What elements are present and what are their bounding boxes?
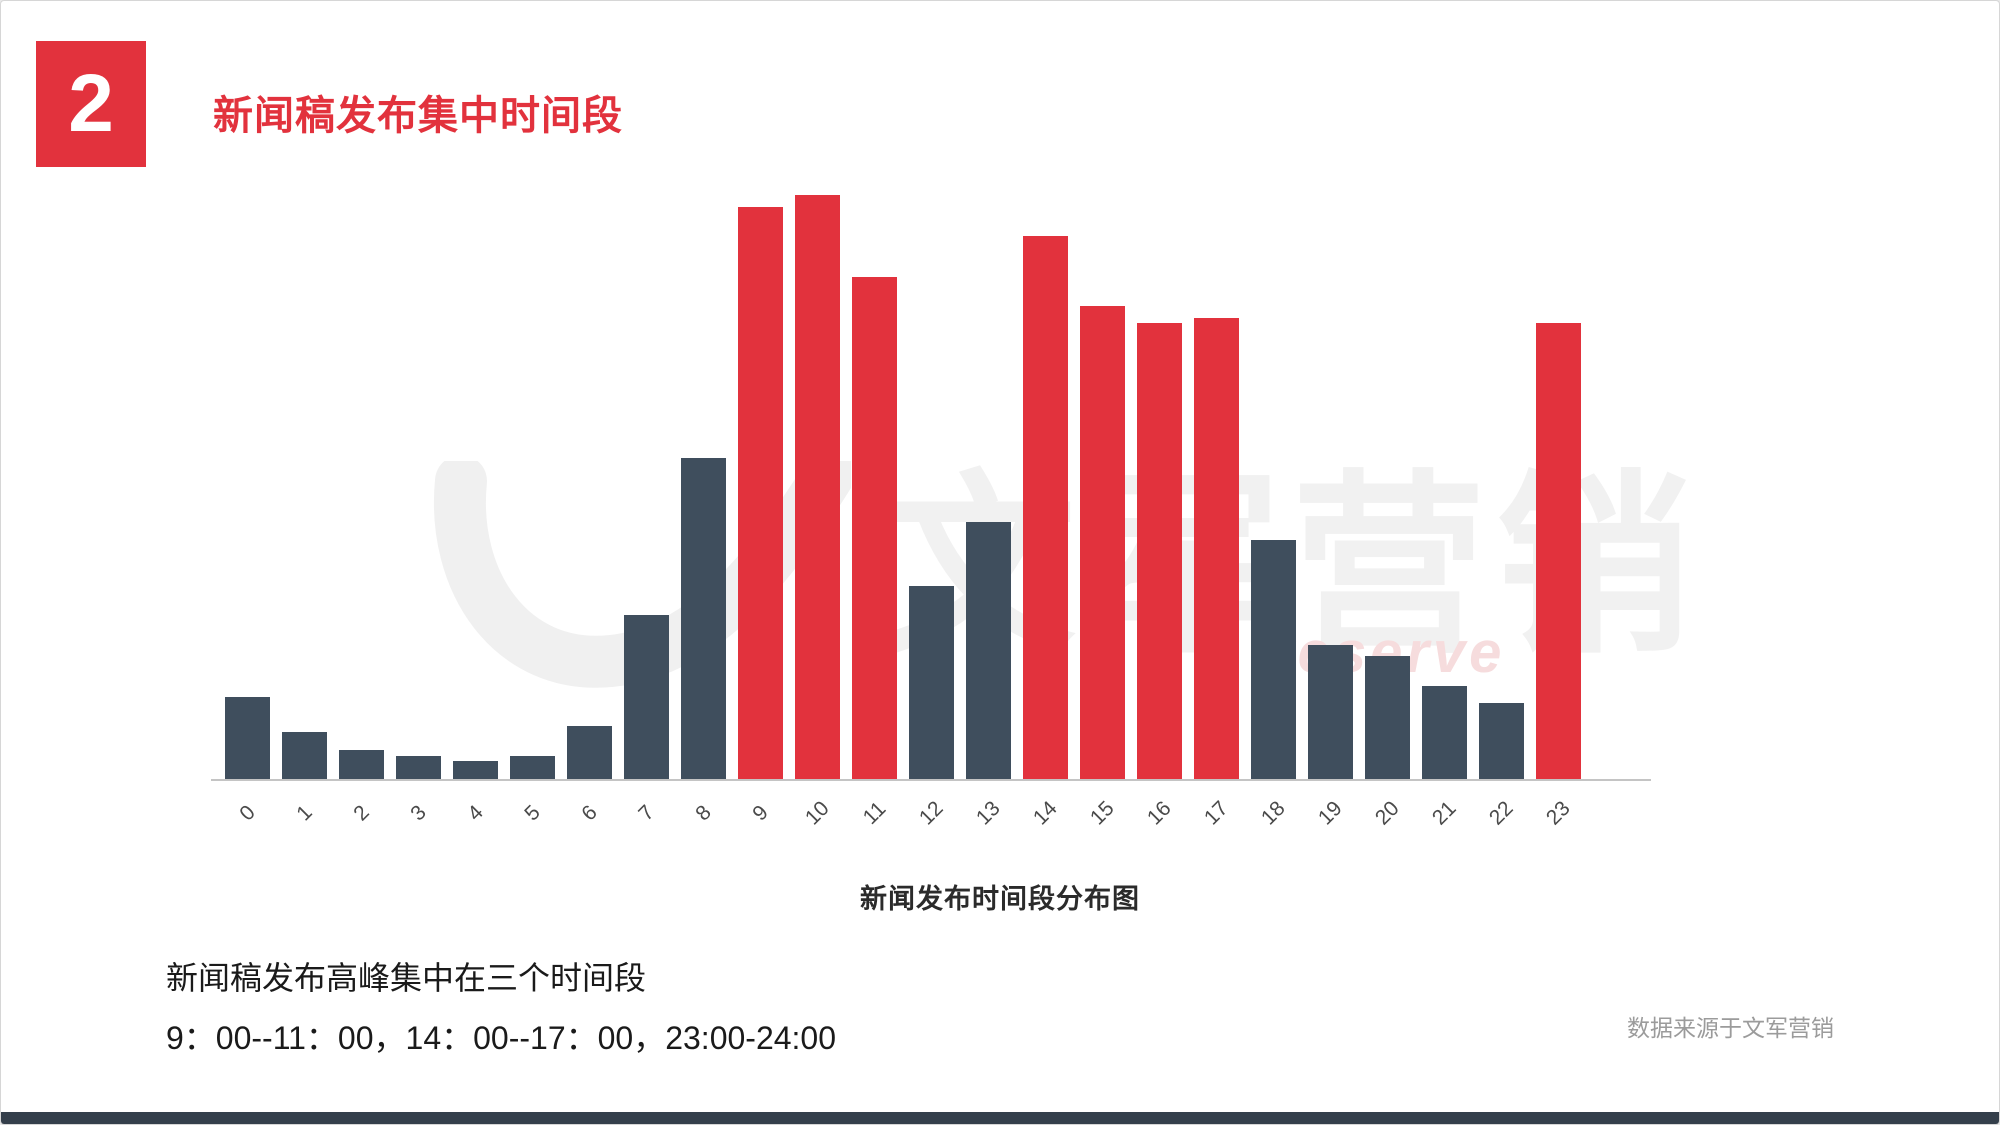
x-axis-tick-7: 7 — [633, 800, 659, 826]
bar-hour-15 — [1080, 306, 1125, 779]
bar-hour-14 — [1023, 236, 1068, 779]
x-axis-tick-0: 0 — [234, 800, 260, 826]
x-axis-tick-12: 12 — [914, 796, 948, 830]
x-axis-tick-9: 9 — [747, 800, 773, 826]
bar-hour-10 — [795, 195, 840, 779]
bar-hour-1 — [282, 732, 327, 779]
bar-hour-20 — [1365, 656, 1410, 779]
bars — [225, 195, 1581, 779]
x-axis-tick-19: 19 — [1313, 796, 1347, 830]
bar-hour-23 — [1536, 323, 1581, 779]
note-text-line1: 新闻稿发布高峰集中在三个时间段 — [166, 960, 647, 996]
data-source-text: 数据来源于文军营销 — [1627, 1015, 1834, 1041]
x-axis-tick-16: 16 — [1142, 796, 1176, 830]
footer-strip — [1, 1112, 1999, 1124]
bar-hour-22 — [1479, 703, 1524, 779]
section-number-badge: 2 — [36, 41, 146, 167]
bar-hour-18 — [1251, 540, 1296, 779]
x-axis-tick-3: 3 — [405, 800, 431, 826]
bar-hour-9 — [738, 207, 783, 779]
x-axis-line — [211, 779, 1651, 781]
bar-hour-6 — [567, 726, 612, 779]
bar-hour-21 — [1422, 686, 1467, 779]
x-axis-tick-13: 13 — [971, 796, 1005, 830]
x-axis-tick-15: 15 — [1085, 796, 1119, 830]
x-axis-tick-2: 2 — [348, 800, 374, 826]
x-axis-tick-4: 4 — [462, 800, 488, 826]
x-axis-tick-21: 21 — [1427, 796, 1461, 830]
note-text-line2: 9：00--11：00，14：00--17：00，23:00-24:00 — [166, 1020, 837, 1056]
bar-hour-3 — [396, 756, 441, 779]
bar-hour-0 — [225, 697, 270, 779]
bar-hour-17 — [1194, 318, 1239, 779]
page-title: 新闻稿发布集中时间段 — [213, 94, 623, 138]
x-axis-tick-10: 10 — [800, 796, 834, 830]
x-axis-tick-5: 5 — [519, 800, 545, 826]
x-axis-tick-11: 11 — [858, 797, 890, 829]
x-axis-labels: 0 1 2 3 4 5 6 7 8 9 10 11 12 13 14 15 16 17 18 19 20 21 22 23 — [225, 793, 1581, 830]
bar-hour-16 — [1137, 323, 1182, 779]
x-axis-tick-17: 17 — [1199, 796, 1233, 830]
bar-hour-19 — [1308, 645, 1353, 779]
x-axis-tick-1: 1 — [291, 800, 317, 826]
x-axis-tick-8: 8 — [690, 800, 716, 826]
bar-hour-8 — [681, 458, 726, 779]
bar-hour-7 — [624, 615, 669, 779]
x-axis-tick-20: 20 — [1370, 796, 1404, 830]
bar-hour-12 — [909, 586, 954, 779]
x-axis-tick-6: 6 — [576, 800, 602, 826]
x-axis-tick-14: 14 — [1028, 796, 1062, 830]
x-axis-tick-22: 22 — [1484, 796, 1518, 830]
bar-hour-5 — [510, 756, 555, 779]
chart-caption: 新闻发布时间段分布图 — [860, 884, 1140, 914]
bar-hour-13 — [966, 522, 1011, 779]
bar-hour-11 — [852, 277, 897, 779]
x-axis-tick-23: 23 — [1541, 796, 1575, 830]
bar-hour-2 — [339, 750, 384, 779]
x-axis-tick-18: 18 — [1256, 796, 1290, 830]
bar-hour-4 — [453, 761, 498, 779]
